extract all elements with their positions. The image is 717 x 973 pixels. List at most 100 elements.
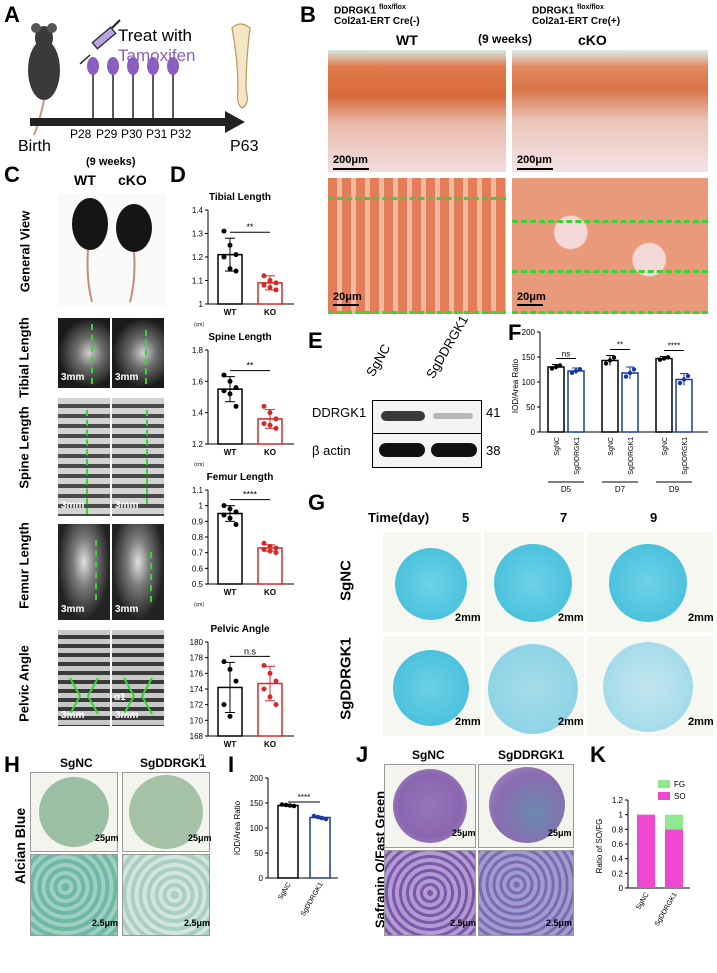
- blot-band: [433, 413, 473, 419]
- data-point: [221, 503, 227, 509]
- chart-title: Tibial Length: [209, 192, 271, 203]
- data-point: [315, 814, 321, 820]
- measure-line: [86, 410, 88, 514]
- chart-femur-length: Femur Length 0.5 0.6 0.7 0.8 0.9 1 1.1 (cm) WT KO *…: [192, 472, 294, 608]
- cko-column-header: cKO: [118, 172, 147, 188]
- data-point: [273, 287, 279, 293]
- measure-line: [150, 552, 152, 602]
- bar: [547, 366, 565, 433]
- data-point: [631, 367, 637, 372]
- alcian-sgnc-overview: [30, 772, 118, 852]
- row-label: Tibial Length: [16, 317, 32, 398]
- panel-label-k: K: [590, 742, 606, 767]
- stacked-bar-segment: [665, 829, 683, 888]
- data-point: [233, 521, 239, 527]
- treat-with-label: Treat with: [118, 26, 193, 45]
- data-point: [227, 378, 233, 384]
- data-point: [611, 355, 617, 360]
- data-point: [657, 357, 663, 362]
- data-point: [569, 370, 575, 375]
- chart-spine-length: Spine Length 1.2 1.4 1.6 1.8 (cm) WT KO **: [192, 332, 294, 468]
- data-point: [607, 358, 613, 363]
- y-tick-label: 0.8: [192, 533, 204, 542]
- data-point: [227, 506, 233, 512]
- ko-femur-xray: [112, 524, 164, 620]
- micromass-sgnc-d5: [383, 532, 481, 632]
- wt-pelvis-xray: [58, 630, 110, 726]
- mouse-pair-icon: [72, 198, 152, 303]
- scale-label: 2mm: [455, 716, 481, 728]
- wt-femur-xray: [58, 524, 110, 620]
- data-point: [267, 543, 273, 549]
- wt-genotype-cre: Col2a1-ERT Cre(-): [334, 16, 420, 27]
- x-tick-label: WT: [224, 740, 237, 749]
- x-tick-label: WT: [224, 448, 237, 457]
- zone-dashed-line: [512, 220, 708, 223]
- micromass-ko-d9: [587, 636, 713, 736]
- data-point: [291, 803, 297, 809]
- y-tick-label: 1: [619, 811, 624, 820]
- y-tick-label: 1.6: [192, 377, 204, 386]
- group-label: D5: [561, 485, 572, 494]
- scale-label: 25μm: [548, 828, 572, 838]
- panel-label-i: I: [228, 752, 235, 777]
- ko-tibia-xray: [112, 318, 164, 388]
- day-label: P29: [96, 127, 118, 141]
- data-point: [267, 548, 273, 554]
- row-label: Spine Length: [16, 406, 32, 489]
- row-label: SgDDRGK1: [337, 637, 355, 720]
- p63-label: P63: [230, 138, 259, 155]
- data-point: [267, 422, 273, 428]
- unit-label: (cm): [194, 462, 204, 468]
- sig-label: ns: [562, 350, 570, 359]
- scale-label: 2.5μm: [546, 918, 573, 928]
- y-tick-label: 150: [522, 353, 536, 362]
- y-tick-label: 1: [199, 502, 204, 511]
- data-point: [233, 403, 239, 409]
- data-point: [221, 372, 227, 378]
- data-point: [261, 403, 267, 409]
- data-point: [233, 678, 239, 684]
- data-point: [233, 268, 239, 274]
- alcian-ko-overview: [122, 772, 210, 852]
- band-kda: 41: [486, 405, 501, 420]
- x-tick-label: SgNC: [554, 437, 561, 456]
- weeks-label: (9 weeks): [478, 32, 533, 46]
- sig-label: **: [246, 222, 254, 232]
- data-point: [261, 686, 267, 692]
- panel-label-d: D: [170, 162, 186, 187]
- sig-label: ****: [298, 793, 310, 802]
- scale-bar: [517, 168, 553, 170]
- y-tick-label: 0.2: [612, 869, 624, 878]
- row-label: Pelvic Angle: [16, 645, 32, 722]
- y-axis-label: IOD/Area Ratio: [511, 358, 520, 413]
- alcian-sgnc-zoom: [30, 854, 118, 936]
- day-label: P32: [170, 127, 192, 141]
- blot-band: [379, 443, 425, 457]
- row-label: Femur Length: [16, 522, 32, 609]
- panel-label-a: A: [4, 2, 20, 27]
- micromass-ko-d5: [383, 636, 481, 736]
- y-tick-label: 1.3: [192, 230, 204, 239]
- data-point: [273, 416, 279, 422]
- x-tick-label: WT: [224, 308, 237, 317]
- data-point: [221, 512, 227, 518]
- panel-label-h: H: [4, 752, 20, 777]
- legend-label: FG: [674, 780, 685, 789]
- data-point: [273, 678, 279, 684]
- timeline-arrow: [30, 111, 245, 133]
- micromass-sgnc-d7: [484, 532, 584, 632]
- day-header: 9: [650, 510, 658, 525]
- data-point: [677, 380, 683, 386]
- panel-label-j: J: [356, 742, 369, 767]
- unit-label: (cm): [194, 602, 204, 608]
- scale-label: 25μm: [95, 833, 119, 843]
- y-tick-label: 1.2: [192, 253, 204, 262]
- data-point: [283, 802, 289, 808]
- chart-title: Pelvic Angle: [210, 624, 270, 635]
- cko-column-header: cKO: [578, 32, 607, 48]
- unit-label: (cm): [194, 322, 204, 328]
- lane-label: SgDDRGK1: [423, 312, 472, 381]
- data-point: [577, 367, 583, 372]
- y-tick-label: 1.4: [192, 206, 204, 215]
